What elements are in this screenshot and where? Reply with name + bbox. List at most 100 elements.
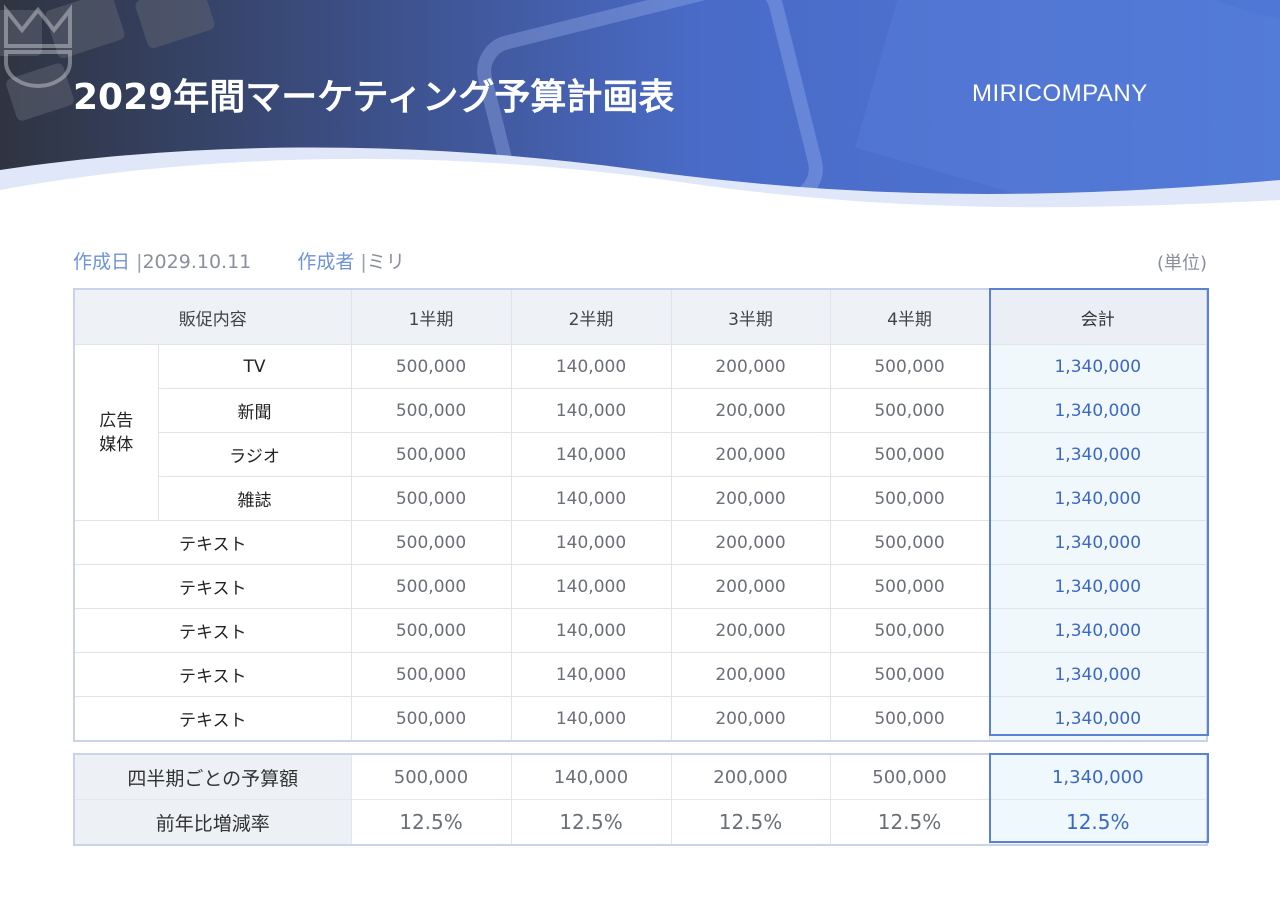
q3-cell: 200,000 [670,520,831,565]
table-header-row: 販促内容 1半期 2半期 3半期 4半期 会計 [73,288,1208,345]
summary-row-label: 四半期ごとの予算額 [73,753,352,800]
column-header: 1半期 [350,288,512,345]
summary-row: 前年比増減率 12.5% 12.5% 12.5% 12.5% 12.5% [73,799,1208,846]
row-label: 新聞 [157,388,352,433]
q2-cell: 140,000 [510,608,672,653]
summary-table: 四半期ごとの予算額 500,000 140,000 200,000 500,00… [73,753,1208,846]
q3-cell: 200,000 [670,432,831,477]
column-header-total: 会計 [988,288,1208,345]
row-label: テキスト [73,564,352,609]
total-cell: 1,340,000 [988,432,1208,477]
table-row: テキスト 500,000 140,000 200,000 500,000 1,3… [73,564,1208,609]
group-label: 広告 媒体 [73,344,159,521]
total-cell: 1,340,000 [988,476,1208,521]
q2-cell: 140,000 [510,520,672,565]
q1-cell: 500,000 [350,388,512,433]
row-label: テキスト [73,520,352,565]
q3-cell: 200,000 [670,652,831,697]
row-label: ラジオ [157,432,352,477]
q1-cell: 500,000 [350,608,512,653]
q4-cell: 500,000 [829,652,990,697]
q3-cell: 200,000 [670,696,831,742]
q1-cell: 500,000 [350,432,512,477]
table-row: 新聞 500,000 140,000 200,000 500,000 1,340… [74,388,1208,433]
total-cell: 1,340,000 [988,696,1208,742]
summary-row: 四半期ごとの予算額 500,000 140,000 200,000 500,00… [73,753,1208,800]
q3-cell: 200,000 [670,476,831,521]
q3-cell: 200,000 [670,753,831,800]
q4-cell: 12.5% [829,799,990,846]
total-cell: 1,340,000 [988,652,1208,697]
q2-cell: 140,000 [510,696,672,742]
q4-cell: 500,000 [829,564,990,609]
total-cell: 1,340,000 [988,564,1208,609]
column-header: 販促内容 [73,288,352,345]
row-label: TV [157,344,352,389]
q1-cell: 500,000 [350,652,512,697]
row-label: テキスト [73,652,352,697]
q2-cell: 140,000 [510,388,672,433]
q1-cell: 12.5% [350,799,512,846]
q4-cell: 500,000 [829,608,990,653]
q3-cell: 12.5% [670,799,831,846]
row-label: テキスト [73,608,352,653]
page-title: 2029年間マーケティング予算計画表 [73,77,675,118]
summary-row-label: 前年比増減率 [73,799,352,846]
q1-cell: 500,000 [350,564,512,609]
total-cell: 1,340,000 [988,388,1208,433]
brand-name: MIRICOMPANY [972,80,1148,107]
total-cell: 1,340,000 [988,753,1208,800]
q2-cell: 12.5% [510,799,672,846]
q4-cell: 500,000 [829,476,990,521]
brand-logo-icon [3,4,72,89]
q1-cell: 500,000 [350,476,512,521]
q3-cell: 200,000 [670,564,831,609]
q2-cell: 140,000 [510,652,672,697]
author-value: ミリ [366,251,405,273]
table-row: テキスト 500,000 140,000 200,000 500,000 1,3… [73,520,1208,565]
table-row: テキスト 500,000 140,000 200,000 500,000 1,3… [73,652,1208,697]
group-label-line: 広告 [99,410,134,431]
q1-cell: 500,000 [350,696,512,742]
column-header: 2半期 [510,288,672,345]
total-cell: 1,340,000 [988,608,1208,653]
q4-cell: 500,000 [829,520,990,565]
total-cell: 1,340,000 [988,520,1208,565]
separator: | [136,251,143,273]
meta-line: 作成日 |2029.10.11 作成者 |ミリ [73,247,405,274]
column-header: 4半期 [829,288,990,345]
total-cell: 1,340,000 [988,344,1208,389]
table-row: ラジオ 500,000 140,000 200,000 500,000 1,34… [74,432,1208,477]
budget-table: 販促内容 1半期 2半期 3半期 4半期 会計 広告 媒体 TV 500,000 … [73,288,1208,742]
q4-cell: 500,000 [829,696,990,742]
q4-cell: 500,000 [829,388,990,433]
created-date-value: 2029.10.11 [142,251,252,273]
q2-cell: 140,000 [510,432,672,477]
created-date-label: 作成日 [73,251,131,273]
banner-background [0,0,1280,230]
q2-cell: 140,000 [510,476,672,521]
q1-cell: 500,000 [350,344,512,389]
row-label: 雑誌 [157,476,352,521]
q2-cell: 140,000 [510,753,672,800]
q3-cell: 200,000 [670,388,831,433]
author-label: 作成者 [297,251,355,273]
q2-cell: 140,000 [510,564,672,609]
row-label: テキスト [73,696,352,742]
q3-cell: 200,000 [670,344,831,389]
total-cell: 12.5% [988,799,1208,846]
q4-cell: 500,000 [829,753,990,800]
q4-cell: 500,000 [829,432,990,477]
q4-cell: 500,000 [829,344,990,389]
table-row: テキスト 500,000 140,000 200,000 500,000 1,3… [73,696,1208,742]
q1-cell: 500,000 [350,753,512,800]
q1-cell: 500,000 [350,520,512,565]
table-row: テキスト 500,000 140,000 200,000 500,000 1,3… [73,608,1208,653]
q3-cell: 200,000 [670,608,831,653]
table-row: 雑誌 500,000 140,000 200,000 500,000 1,340… [74,476,1208,521]
q2-cell: 140,000 [510,344,672,389]
separator: | [360,251,367,273]
unit-label: (単位) [1156,253,1207,274]
group-label-line: 媒体 [99,434,134,455]
column-header: 3半期 [670,288,831,345]
